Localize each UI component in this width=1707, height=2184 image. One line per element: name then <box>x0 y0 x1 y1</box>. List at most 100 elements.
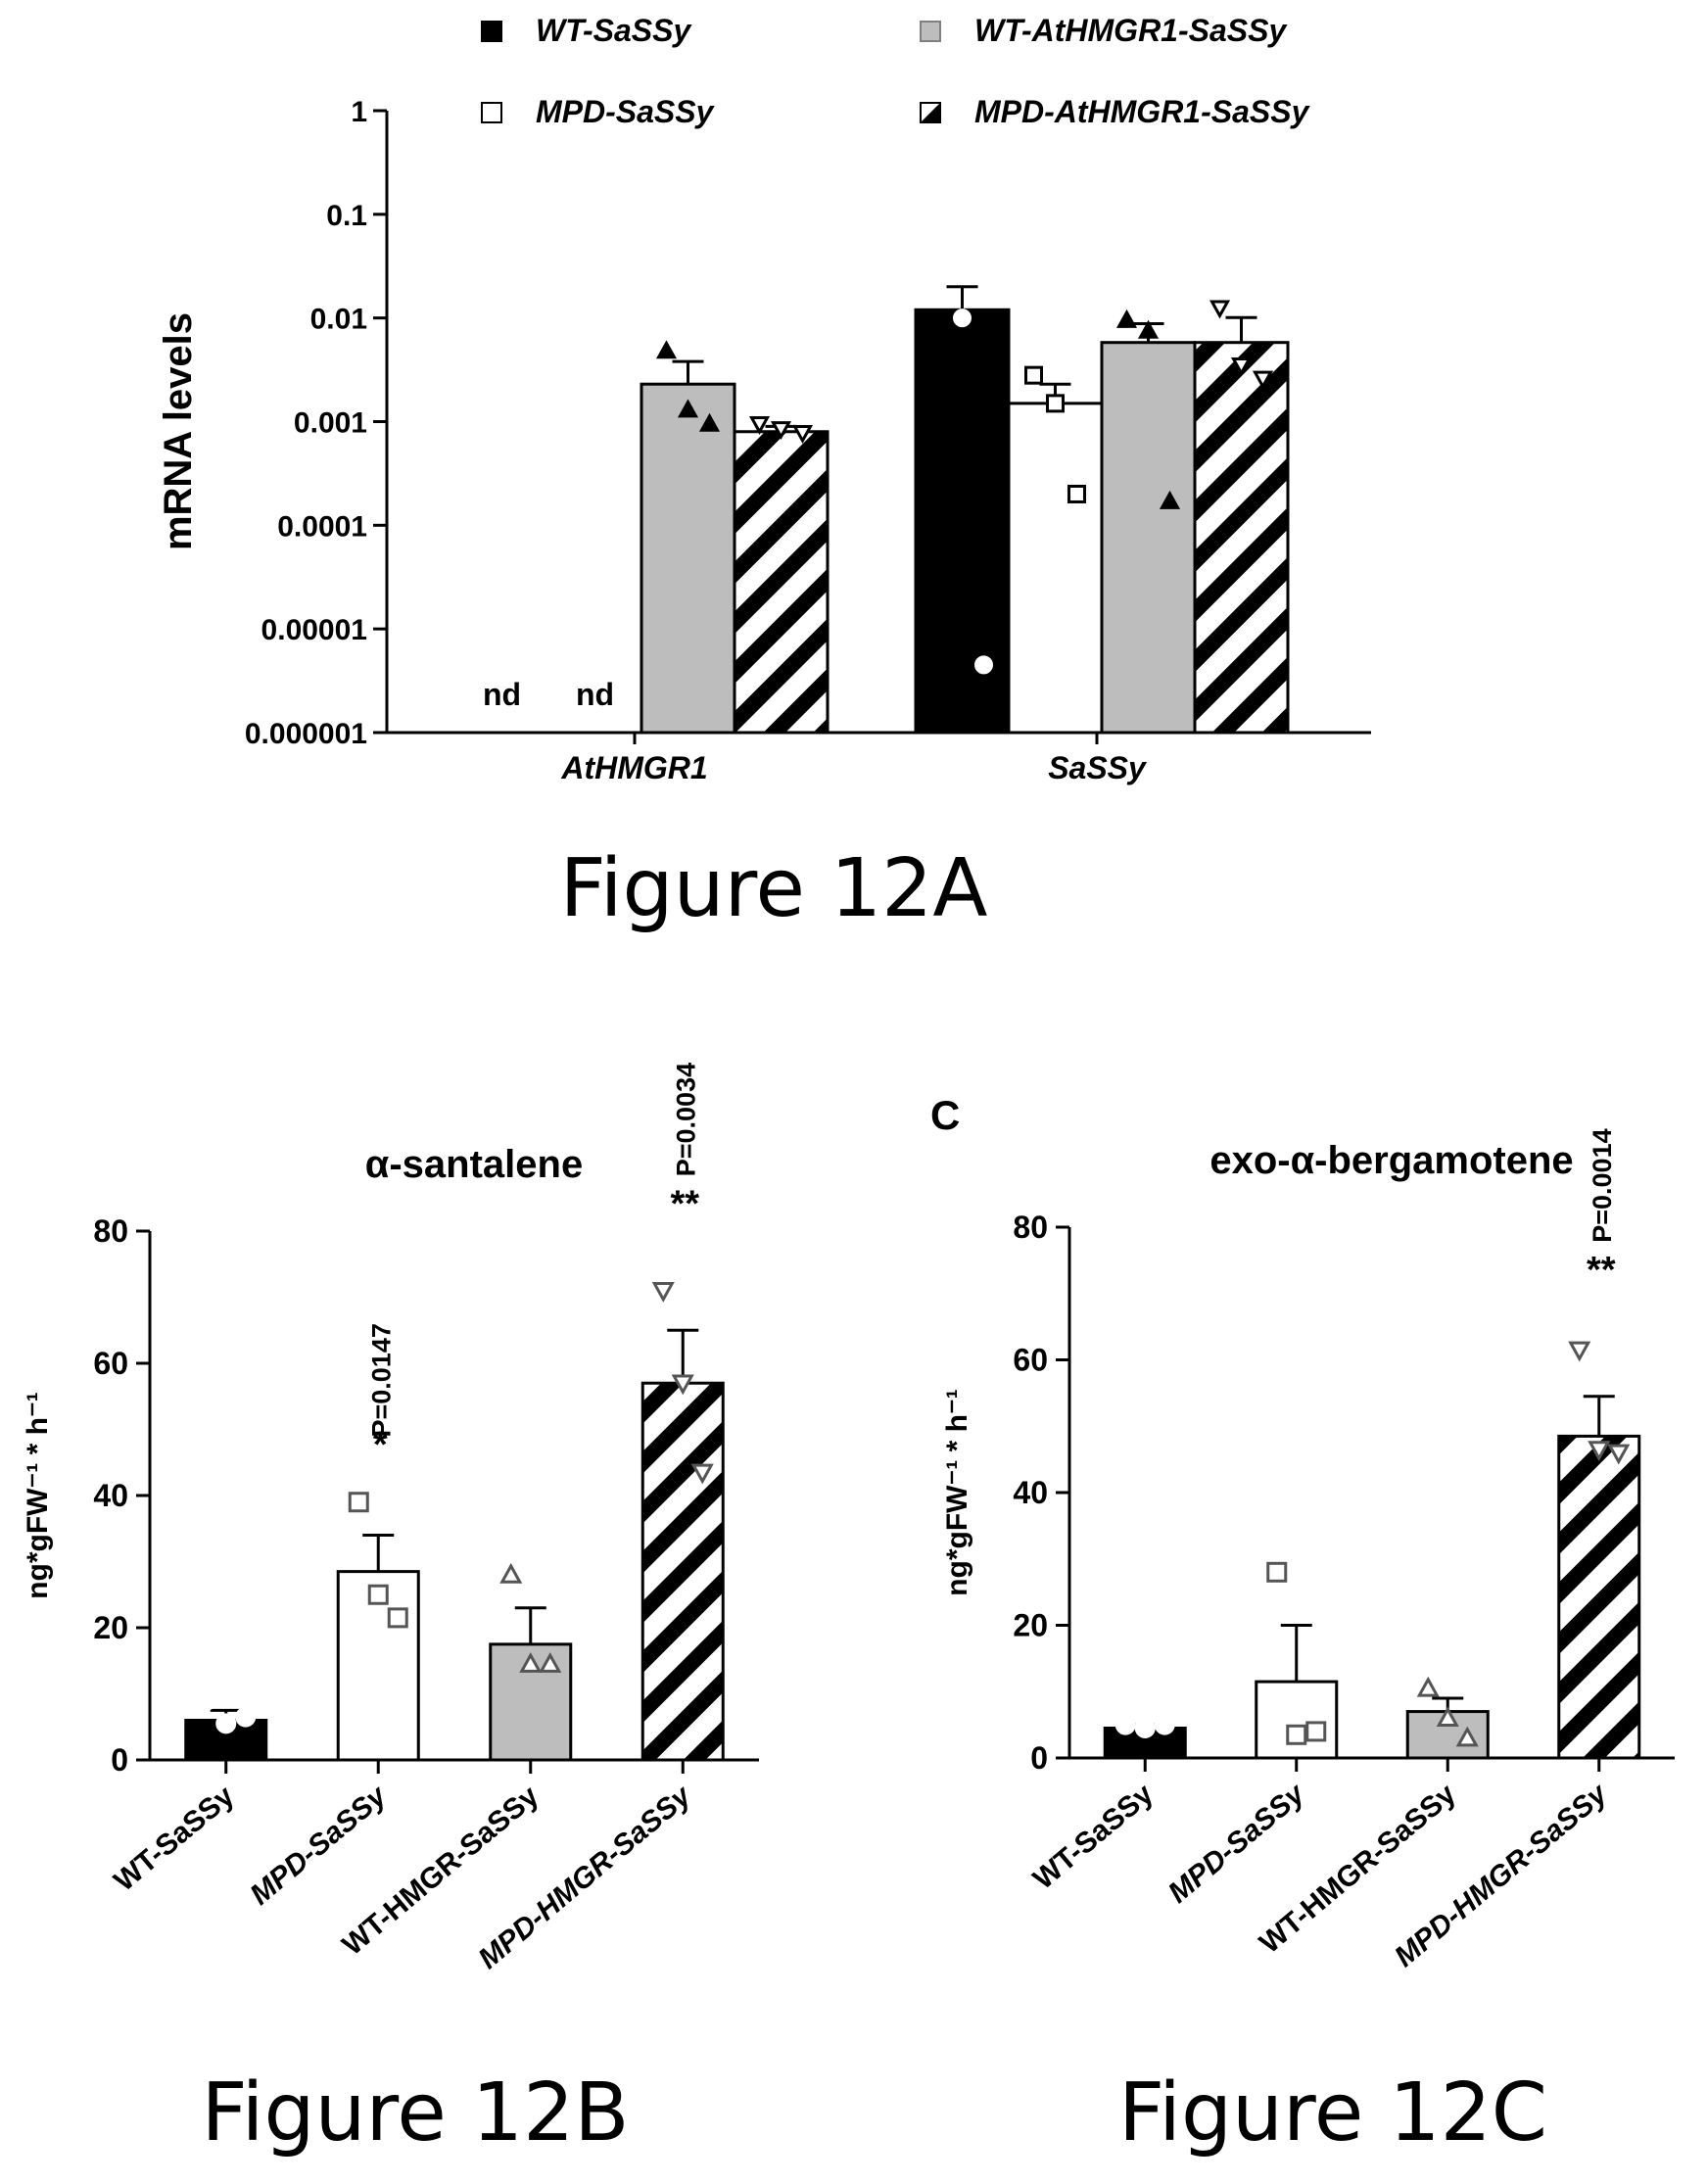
data-point <box>519 1652 543 1673</box>
data-point <box>748 415 771 435</box>
data-point <box>677 399 699 418</box>
y-axis-label: ng*gFW⁻¹ * h⁻¹ <box>941 1389 973 1596</box>
significance-stars: ** <box>670 1183 699 1224</box>
figure-caption: Figure 12C <box>1118 2066 1547 2160</box>
x-tick-label: MPD-SaSSy <box>1162 1777 1311 1909</box>
nd-label: nd <box>576 677 614 712</box>
y-tick-label: 0.001 <box>294 407 367 440</box>
data-point <box>671 1374 694 1396</box>
y-tick-label: 0.1 <box>326 200 367 232</box>
legend-label: MPD-AtHMGR1-SaSSy <box>974 94 1311 129</box>
chart-12a: WT-SaSSy WT-AtHMGR1-SaSSy MPD-SaSSy MPD-AtH… <box>157 13 1371 935</box>
legend-swatch-0 <box>481 21 502 42</box>
data-point <box>690 1463 714 1485</box>
y-tick-label: 0 <box>1030 1740 1048 1776</box>
data-point <box>1588 1441 1611 1462</box>
x-tick-label: MPD-SaSSy <box>244 1779 393 1911</box>
data-point <box>1115 309 1138 328</box>
data-point <box>1114 1714 1136 1735</box>
data-point <box>1436 1706 1459 1728</box>
data-point <box>1568 1341 1591 1362</box>
legend-label: WT-SaSSy <box>536 13 692 48</box>
bar <box>733 430 830 735</box>
chart-title: α-santalene <box>365 1143 583 1186</box>
p-value-label: P=0.0014 <box>1588 1128 1617 1242</box>
data-point <box>367 1584 389 1605</box>
significance-stars: * <box>373 1425 388 1466</box>
y-tick-label: 40 <box>1013 1475 1048 1510</box>
panel-letter: C <box>930 1092 960 1138</box>
data-point <box>387 1607 408 1629</box>
data-point <box>1416 1676 1440 1697</box>
data-point <box>1266 1561 1288 1583</box>
bar <box>1007 402 1104 735</box>
data-point <box>655 340 678 359</box>
y-tick-label: 20 <box>93 1610 128 1645</box>
bar <box>1193 341 1290 735</box>
data-point <box>1046 394 1065 413</box>
data-point <box>1252 370 1274 390</box>
data-point <box>651 1282 675 1303</box>
data-point <box>953 309 972 328</box>
data-point <box>1607 1444 1631 1465</box>
data-point <box>215 1713 237 1734</box>
chart-title: exo-α-bergamotene <box>1209 1139 1573 1182</box>
data-point <box>235 1706 257 1728</box>
y-tick-label: 80 <box>1013 1210 1048 1245</box>
legend-label: MPD-SaSSy <box>536 94 716 129</box>
data-point <box>539 1652 562 1673</box>
y-tick-label: 80 <box>93 1213 128 1249</box>
data-point <box>1137 319 1160 339</box>
figure-caption: Figure 12B <box>201 2066 629 2160</box>
p-value-label: P=0.0034 <box>671 1063 700 1176</box>
y-tick-label: 0.000001 <box>245 718 367 750</box>
data-point <box>1209 300 1231 319</box>
y-tick-label: 60 <box>93 1346 128 1381</box>
legend-label: WT-AtHMGR1-SaSSy <box>974 13 1288 48</box>
data-point <box>931 267 950 287</box>
bar <box>1255 1680 1339 1760</box>
data-point <box>348 1492 369 1513</box>
data-point <box>1134 1718 1156 1739</box>
bar <box>640 382 736 735</box>
x-tick-label: WT-SaSSy <box>1027 1778 1160 1896</box>
data-point <box>1455 1726 1479 1747</box>
figure-caption: Figure 12A <box>560 842 988 935</box>
data-point <box>1154 1714 1175 1735</box>
bar <box>1103 1727 1187 1760</box>
y-tick-label: 0.01 <box>310 304 367 336</box>
data-point <box>1305 1721 1327 1742</box>
y-tick-label: 1 <box>351 96 367 128</box>
legend-swatch-1 <box>481 102 502 123</box>
data-point <box>499 1562 523 1584</box>
x-tick-label: SaSSy <box>1048 750 1148 785</box>
x-tick-label: AtHMGR1 <box>560 750 707 785</box>
bar <box>640 1381 725 1762</box>
bar <box>1557 1434 1641 1760</box>
data-point <box>1159 490 1181 509</box>
data-point <box>1286 1724 1307 1745</box>
y-tick-label: 0.0001 <box>277 510 367 543</box>
p-value-label: P=0.0147 <box>366 1323 396 1437</box>
y-tick-label: 60 <box>1013 1343 1048 1378</box>
bar <box>1100 341 1197 735</box>
y-tick-label: 20 <box>1013 1608 1048 1643</box>
data-point <box>770 421 792 441</box>
data-point <box>974 655 993 675</box>
x-tick-label: WT-SaSSy <box>108 1780 240 1898</box>
legend-swatch-3-fill <box>921 103 940 122</box>
chart-12b: α-santalene 0 20 40 60 80 ng*gFW⁻¹ * h⁻¹ WT-SaS… <box>22 1063 759 2160</box>
data-point <box>196 1689 217 1711</box>
data-point <box>1230 357 1253 377</box>
y-tick-label: 40 <box>93 1478 128 1513</box>
bar <box>914 308 1011 735</box>
significance-stars: ** <box>1587 1250 1616 1291</box>
y-tick-label: 0.00001 <box>261 614 367 646</box>
legend-swatch-2 <box>920 21 941 42</box>
nd-label: nd <box>483 677 521 712</box>
data-point <box>698 412 721 432</box>
data-point <box>791 425 814 445</box>
y-axis-label: mRNA levels <box>157 312 200 550</box>
